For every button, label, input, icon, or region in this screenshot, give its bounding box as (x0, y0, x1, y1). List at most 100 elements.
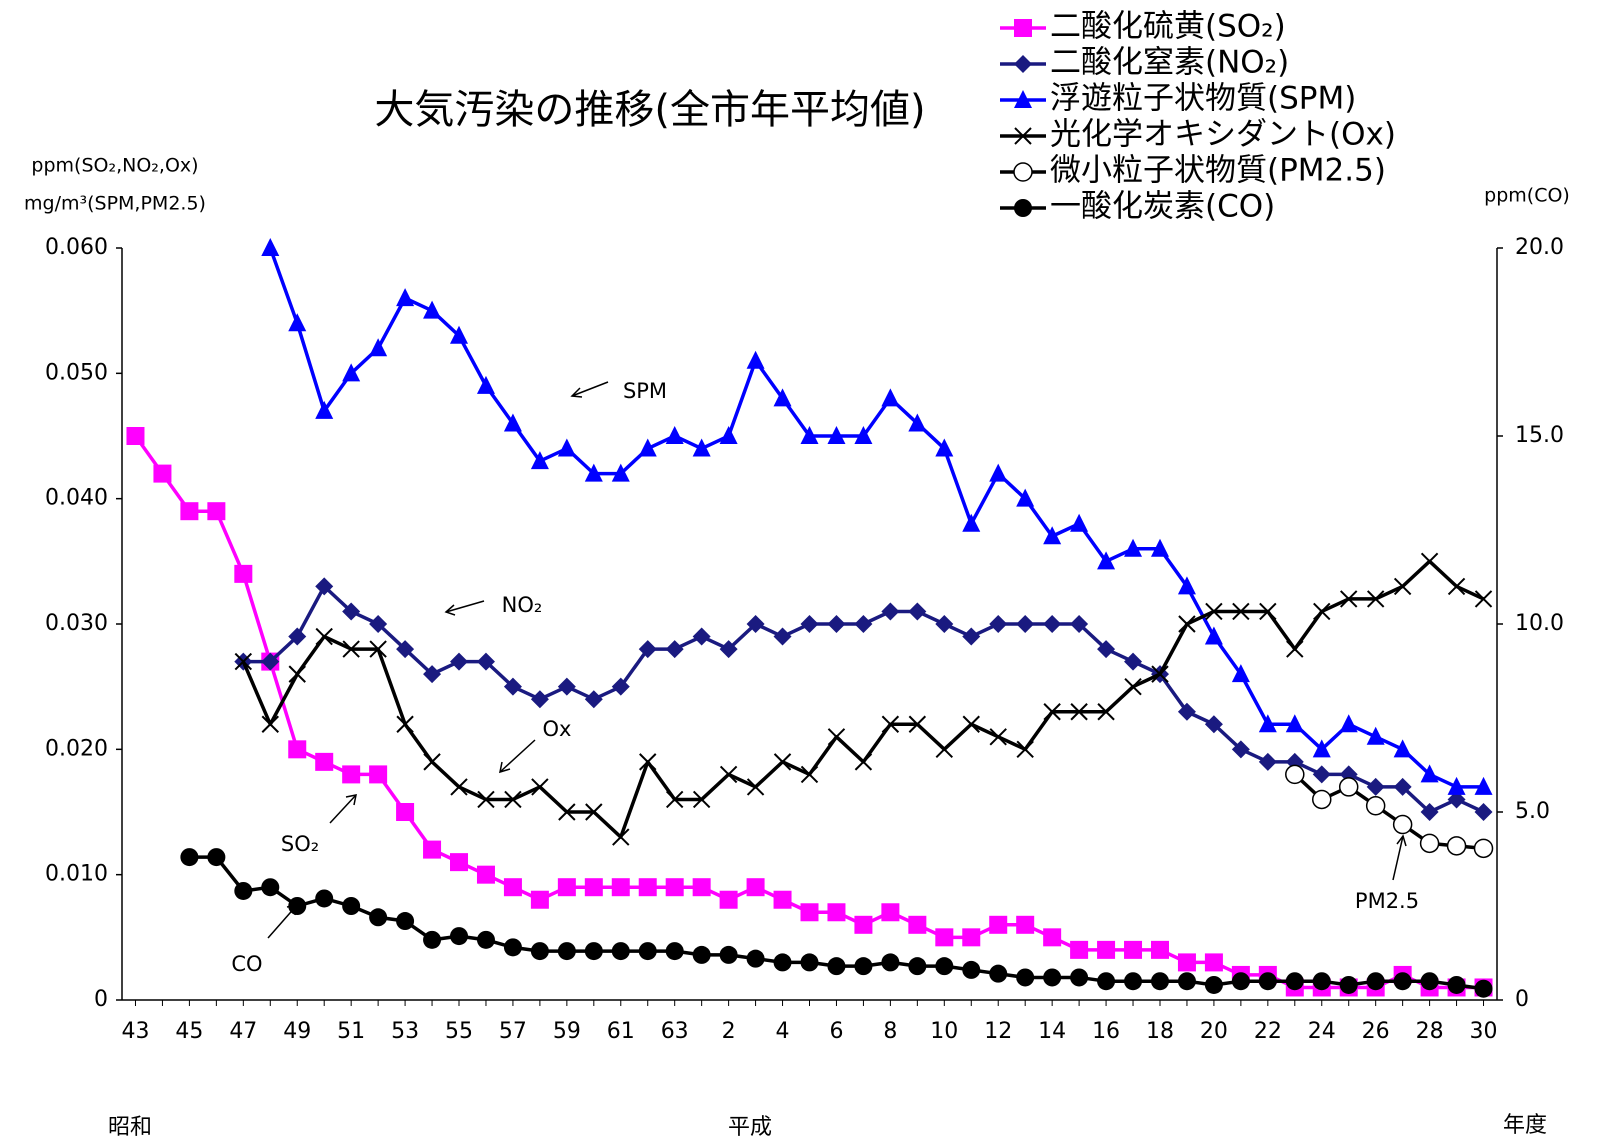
marker (665, 640, 684, 659)
y-tick-label: 0 (94, 987, 108, 1012)
marker (854, 615, 873, 633)
marker (1016, 968, 1035, 987)
marker (692, 438, 711, 457)
marker (450, 652, 469, 671)
marker (1312, 972, 1331, 991)
marker (665, 878, 684, 897)
marker (989, 915, 1008, 934)
marker (369, 338, 388, 357)
marker (638, 942, 657, 961)
marker (638, 878, 657, 897)
marker (342, 363, 361, 382)
y2-tick-label: 0 (1515, 987, 1529, 1012)
marker (531, 778, 549, 796)
marker (342, 640, 360, 658)
marker (827, 728, 846, 746)
marker (908, 413, 927, 432)
marker (611, 878, 630, 897)
marker (261, 652, 280, 671)
chart-title: 大気汚染の推移(全市年平均値) (374, 87, 925, 133)
marker (585, 803, 603, 821)
marker (450, 853, 469, 872)
marker (800, 903, 819, 922)
y2-tick-label: 10.0 (1515, 611, 1564, 636)
marker (1043, 526, 1062, 545)
era-label: 昭和 (108, 1115, 152, 1140)
marker (369, 908, 388, 927)
marker (800, 953, 819, 972)
marker (773, 627, 792, 646)
marker (207, 502, 226, 521)
marker (1178, 615, 1196, 633)
y-axis-label: mg/m³(SPM,PM2.5) (24, 193, 206, 215)
marker (1231, 972, 1250, 991)
marker (1232, 602, 1250, 621)
marker (1474, 776, 1493, 795)
marker (881, 388, 900, 407)
marker (639, 753, 657, 771)
marker (1014, 55, 1032, 73)
marker (611, 942, 630, 961)
marker (234, 881, 253, 900)
marker (746, 615, 765, 633)
x-tick-label: 57 (499, 1019, 527, 1044)
marker (746, 350, 765, 369)
marker (827, 426, 846, 444)
marker (773, 388, 792, 407)
marker (557, 942, 576, 961)
marker (396, 640, 415, 659)
marker (396, 715, 414, 733)
marker (1097, 640, 1116, 659)
marker (1338, 777, 1359, 797)
marker (1014, 127, 1032, 145)
marker (234, 652, 253, 671)
marker (827, 903, 846, 922)
marker (989, 615, 1008, 633)
marker (1285, 764, 1305, 785)
marker (827, 957, 846, 976)
marker (1097, 972, 1116, 991)
x-tick-label: 10 (930, 1019, 958, 1044)
marker (854, 915, 873, 934)
marker (450, 927, 469, 946)
marker (719, 640, 738, 659)
series-line (241, 559, 1485, 839)
marker (1365, 795, 1386, 816)
marker (1014, 19, 1032, 37)
marker (638, 438, 657, 457)
marker (261, 238, 280, 256)
y2-tick-label: 15.0 (1515, 423, 1564, 448)
annotation: SO₂ (281, 832, 319, 856)
marker (396, 288, 415, 307)
marker (423, 930, 442, 949)
marker (746, 878, 765, 897)
marker (1016, 740, 1034, 759)
marker (908, 957, 927, 976)
marker (854, 957, 873, 976)
marker (881, 953, 900, 972)
marker (476, 865, 495, 884)
marker (1366, 972, 1385, 991)
marker (423, 665, 442, 684)
marker (1447, 577, 1466, 596)
marker (1259, 602, 1277, 621)
legend-label: 微小粒子状物質(PM2.5) (1050, 153, 1386, 189)
marker (692, 627, 711, 646)
marker (1474, 979, 1493, 998)
marker (1339, 714, 1358, 733)
x-tick-label: 63 (661, 1019, 689, 1044)
marker (1474, 590, 1493, 608)
x-tick-label: 59 (553, 1019, 581, 1044)
marker (315, 400, 334, 419)
x-tick-label: 14 (1038, 1019, 1066, 1044)
marker (1447, 790, 1466, 809)
marker (989, 463, 1008, 482)
marker (719, 945, 738, 964)
marker (557, 878, 576, 897)
marker (908, 715, 927, 733)
marker (1204, 715, 1223, 734)
marker (1393, 972, 1412, 991)
marker (854, 753, 873, 771)
marker (558, 803, 576, 821)
marker (180, 502, 199, 521)
